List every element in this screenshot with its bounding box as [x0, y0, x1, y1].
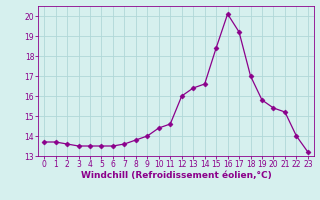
X-axis label: Windchill (Refroidissement éolien,°C): Windchill (Refroidissement éolien,°C) — [81, 171, 271, 180]
